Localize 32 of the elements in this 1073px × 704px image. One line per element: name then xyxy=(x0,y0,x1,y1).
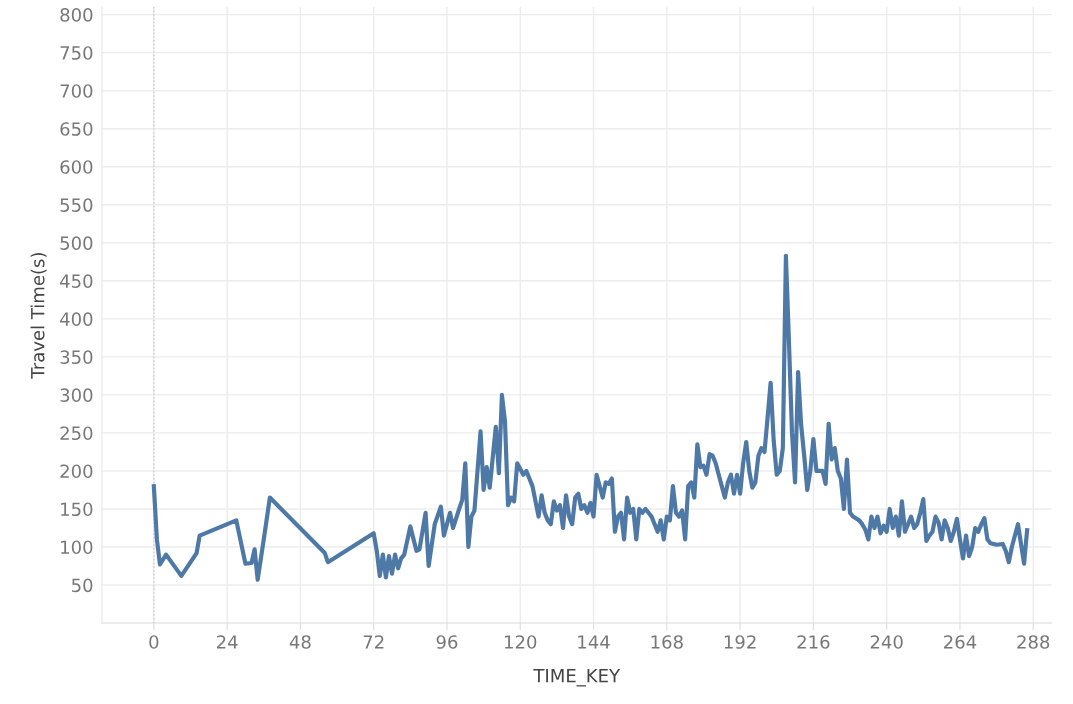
y-tick-label: 600 xyxy=(60,160,93,174)
x-tick-label: 0 xyxy=(149,635,159,649)
y-tick-label: 500 xyxy=(60,236,93,250)
y-tick-label: 200 xyxy=(60,464,93,479)
y-tick-label: 250 xyxy=(60,426,93,441)
y-axis-title: Travel Time(s) xyxy=(30,253,47,379)
x-tick-label: 72 xyxy=(363,635,384,649)
x-tick-label: 264 xyxy=(944,635,977,649)
x-tick-label: 48 xyxy=(289,635,311,649)
y-tick-label: 300 xyxy=(60,388,93,403)
y-tick-label: 650 xyxy=(60,122,93,136)
y-tick-label: 350 xyxy=(60,350,93,364)
y-tick-label: 800 xyxy=(60,8,93,22)
x-tick-label: 24 xyxy=(216,635,238,649)
y-tick-label: 450 xyxy=(60,274,93,288)
y-tick-label: 700 xyxy=(60,84,93,98)
y-tick-label: 750 xyxy=(60,46,93,60)
y-tick-label: 50 xyxy=(72,578,93,593)
line-series xyxy=(151,253,1030,582)
x-tick-label: 216 xyxy=(797,635,830,649)
x-tick-label: 144 xyxy=(578,635,610,649)
y-tick-label: 550 xyxy=(60,198,93,212)
x-tick-label: 96 xyxy=(436,635,458,649)
x-tick-label: 192 xyxy=(724,635,756,649)
x-tick-label: 168 xyxy=(651,635,683,649)
x-tick-label: 120 xyxy=(505,635,537,649)
y-tick-label: 150 xyxy=(61,502,93,517)
y-tick-label: 100 xyxy=(61,540,93,555)
y-tick-label: 400 xyxy=(60,312,93,326)
x-tick-label: 240 xyxy=(870,635,903,649)
x-axis-title: TIME_KEY xyxy=(533,669,621,687)
x-tick-label: 288 xyxy=(1017,635,1050,649)
